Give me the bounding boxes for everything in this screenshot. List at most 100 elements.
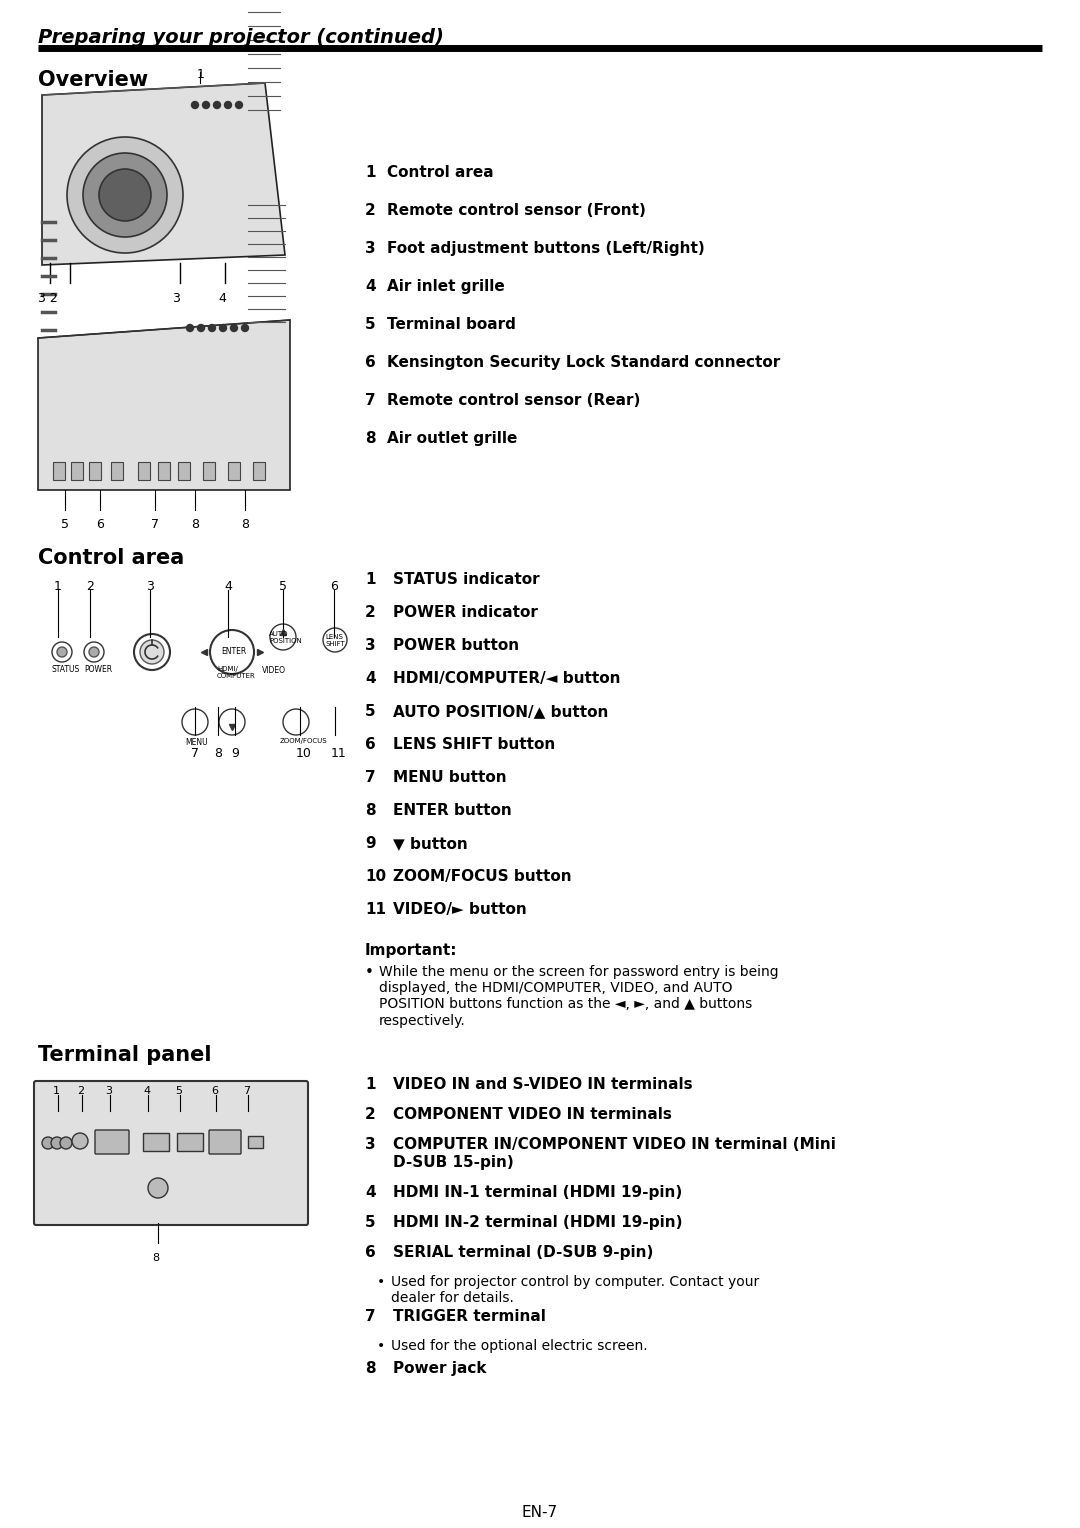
Text: 1: 1 <box>197 69 205 81</box>
Text: D-SUB 15-pin): D-SUB 15-pin) <box>393 1155 514 1170</box>
Text: HDMI IN-1 terminal (HDMI 19-pin): HDMI IN-1 terminal (HDMI 19-pin) <box>393 1186 683 1199</box>
Circle shape <box>225 101 231 108</box>
Bar <box>203 461 215 480</box>
FancyBboxPatch shape <box>210 1131 241 1154</box>
Circle shape <box>42 1137 54 1149</box>
Text: 9: 9 <box>231 747 239 759</box>
Text: 6: 6 <box>211 1086 218 1096</box>
Bar <box>143 1132 168 1151</box>
Circle shape <box>72 1132 87 1149</box>
Text: 5: 5 <box>365 316 376 332</box>
Circle shape <box>187 324 193 332</box>
Text: 3: 3 <box>365 1137 376 1152</box>
Text: 2: 2 <box>86 581 94 593</box>
Circle shape <box>191 101 199 108</box>
Text: TRIGGER terminal: TRIGGER terminal <box>393 1309 545 1323</box>
Text: 1: 1 <box>365 1077 376 1093</box>
Bar <box>228 461 240 480</box>
Circle shape <box>67 138 183 254</box>
Text: 3 2: 3 2 <box>38 292 57 306</box>
Text: 5: 5 <box>60 518 69 532</box>
Text: 7: 7 <box>365 393 376 408</box>
Polygon shape <box>42 83 285 264</box>
Text: 2: 2 <box>365 203 376 219</box>
Circle shape <box>283 709 309 735</box>
Text: 3: 3 <box>365 241 376 257</box>
Bar <box>138 461 150 480</box>
Text: HDMI/
COMPUTER: HDMI/ COMPUTER <box>217 666 256 678</box>
Text: VIDEO IN and S-VIDEO IN terminals: VIDEO IN and S-VIDEO IN terminals <box>393 1077 692 1093</box>
Bar <box>89 461 102 480</box>
Text: Air outlet grille: Air outlet grille <box>387 431 517 446</box>
Text: 1: 1 <box>365 571 376 587</box>
Circle shape <box>214 101 220 108</box>
Text: 4: 4 <box>365 280 376 293</box>
Bar <box>111 461 123 480</box>
Circle shape <box>242 324 248 332</box>
Circle shape <box>230 324 238 332</box>
Text: 1: 1 <box>53 1086 60 1096</box>
Circle shape <box>89 646 99 657</box>
Circle shape <box>52 642 72 662</box>
Text: 9: 9 <box>365 836 376 851</box>
Text: dealer for details.: dealer for details. <box>391 1291 514 1305</box>
Text: 8: 8 <box>365 1361 376 1377</box>
Text: 5: 5 <box>175 1086 183 1096</box>
FancyBboxPatch shape <box>95 1131 129 1154</box>
Text: STATUS: STATUS <box>51 665 79 674</box>
Circle shape <box>134 634 170 669</box>
Text: Used for the optional electric screen.: Used for the optional electric screen. <box>391 1339 648 1352</box>
Text: 7: 7 <box>365 1309 376 1323</box>
Text: EN-7: EN-7 <box>522 1505 558 1520</box>
Text: 4: 4 <box>365 671 376 686</box>
Circle shape <box>51 1137 63 1149</box>
Text: Power jack: Power jack <box>393 1361 486 1377</box>
Bar <box>158 461 170 480</box>
Circle shape <box>208 324 216 332</box>
Bar <box>53 461 65 480</box>
Text: POWER indicator: POWER indicator <box>393 605 538 620</box>
Text: MENU: MENU <box>185 738 207 747</box>
Circle shape <box>198 324 204 332</box>
Text: Control area: Control area <box>387 165 494 180</box>
Text: 4: 4 <box>224 581 232 593</box>
Text: Foot adjustment buttons (Left/Right): Foot adjustment buttons (Left/Right) <box>387 241 705 257</box>
Text: 2: 2 <box>77 1086 84 1096</box>
Text: 3: 3 <box>146 581 153 593</box>
Text: LENS
SHIFT: LENS SHIFT <box>325 634 345 646</box>
Circle shape <box>235 101 243 108</box>
Circle shape <box>99 170 151 222</box>
Text: 7: 7 <box>151 518 159 532</box>
Text: 10: 10 <box>365 869 387 885</box>
Text: HDMI IN-2 terminal (HDMI 19-pin): HDMI IN-2 terminal (HDMI 19-pin) <box>393 1215 683 1230</box>
Text: •: • <box>377 1339 386 1352</box>
Text: 1: 1 <box>365 165 376 180</box>
Text: 3: 3 <box>105 1086 112 1096</box>
Circle shape <box>84 642 104 662</box>
Text: HDMI/COMPUTER/◄ button: HDMI/COMPUTER/◄ button <box>393 671 621 686</box>
Text: 11: 11 <box>365 902 386 917</box>
Text: 5: 5 <box>279 581 287 593</box>
Text: Preparing your projector (continued): Preparing your projector (continued) <box>38 28 444 47</box>
Text: STATUS indicator: STATUS indicator <box>393 571 540 587</box>
Circle shape <box>83 153 167 237</box>
Polygon shape <box>38 319 291 490</box>
Text: ZOOM/FOCUS button: ZOOM/FOCUS button <box>393 869 571 885</box>
Circle shape <box>183 709 208 735</box>
Text: 7: 7 <box>365 770 376 785</box>
Text: 8: 8 <box>152 1253 159 1264</box>
Text: Kensington Security Lock Standard connector: Kensington Security Lock Standard connec… <box>387 354 780 370</box>
Text: 6: 6 <box>330 581 338 593</box>
Text: 8: 8 <box>214 747 222 759</box>
Text: 1: 1 <box>54 581 62 593</box>
Text: 7: 7 <box>243 1086 251 1096</box>
Bar <box>178 461 190 480</box>
Text: Remote control sensor (Rear): Remote control sensor (Rear) <box>387 393 640 408</box>
Text: 6: 6 <box>365 736 376 752</box>
Text: 3: 3 <box>365 639 376 652</box>
Text: POWER: POWER <box>84 665 112 674</box>
Text: 8: 8 <box>365 431 376 446</box>
Text: Remote control sensor (Front): Remote control sensor (Front) <box>387 203 646 219</box>
Text: AUTO
POSITION: AUTO POSITION <box>269 631 301 643</box>
Text: 4: 4 <box>143 1086 150 1096</box>
